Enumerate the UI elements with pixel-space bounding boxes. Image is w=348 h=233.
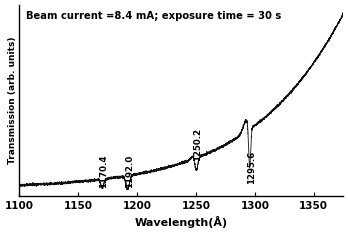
- Text: 1250.2: 1250.2: [193, 128, 203, 161]
- Y-axis label: Transmission (arb. units): Transmission (arb. units): [8, 37, 17, 164]
- Text: Beam current =8.4 mA; exposure time = 30 s: Beam current =8.4 mA; exposure time = 30…: [26, 10, 281, 21]
- Text: 1295.6: 1295.6: [247, 151, 256, 184]
- X-axis label: Wavelength(Å): Wavelength(Å): [135, 216, 228, 228]
- Text: 1170.4: 1170.4: [100, 154, 109, 188]
- Text: 1192.0: 1192.0: [125, 155, 134, 188]
